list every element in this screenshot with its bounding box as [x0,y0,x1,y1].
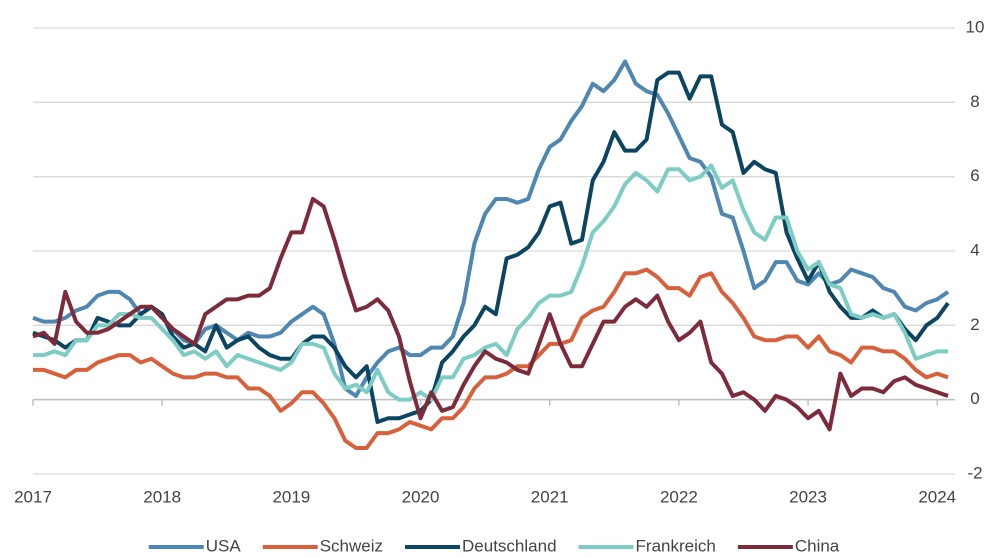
x-tick-label: 2021 [531,487,569,506]
x-tick-label: 2022 [660,487,698,506]
y-tick-label: 10 [966,17,985,36]
x-tick-label: 2018 [143,487,181,506]
legend-label: Frankreich [636,536,716,555]
x-tick-label: 2020 [402,487,440,506]
series-line [32,196,949,432]
legend-label: USA [206,536,242,555]
x-tick-label: 2017 [14,487,52,506]
legend-label: China [795,536,840,555]
legend-label: Schweiz [320,536,383,555]
series-line [33,267,949,450]
legend-label: Deutschland [462,536,557,555]
y-tick-label: 6 [970,166,979,185]
y-tick-label: -2 [967,463,982,482]
legend: USA Schweiz Deutschland Frankreich China [148,536,840,555]
y-tick-label: 2 [970,315,979,334]
series-line [32,59,950,398]
y-tick-label: 0 [970,389,979,408]
x-tick-label: 2023 [789,487,827,506]
y-tick-label: 8 [970,92,979,111]
y-tick-label: 4 [970,240,979,259]
x-tick-label: 2019 [272,487,310,506]
series-line [32,70,950,424]
x-tick-label: 2024 [918,487,956,506]
series-line [33,163,948,402]
